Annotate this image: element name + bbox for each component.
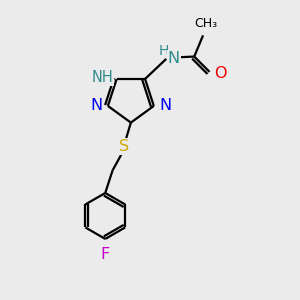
- Text: H: H: [159, 44, 169, 58]
- Text: F: F: [100, 247, 110, 262]
- Text: N: N: [159, 98, 171, 113]
- Text: O: O: [214, 66, 226, 81]
- Text: N: N: [91, 98, 103, 113]
- Text: N: N: [168, 51, 180, 66]
- Text: CH₃: CH₃: [194, 17, 218, 30]
- Text: NH: NH: [92, 70, 113, 85]
- Text: S: S: [119, 139, 129, 154]
